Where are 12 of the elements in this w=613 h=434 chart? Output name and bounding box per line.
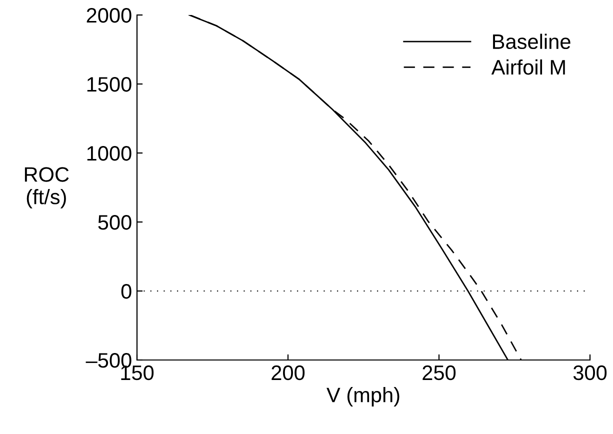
x-tick-label: 200 (272, 365, 305, 380)
y-tick-label: 2000 (86, 8, 132, 23)
x-tick-label: 250 (422, 365, 456, 380)
y-tick-label: 1000 (87, 146, 132, 161)
x-tick-label: 300 (573, 365, 607, 380)
y-axis-title: ROC (ft/s) (24, 167, 69, 208)
y-tick-label: 500 (98, 215, 132, 230)
y-tick-label: 0 (121, 284, 132, 299)
x-axis-title: V (mph) (326, 387, 400, 406)
legend-label: Airfoil M (491, 59, 565, 75)
legend-label: Baseline (493, 34, 570, 50)
y-tick-label: 1500 (87, 77, 132, 92)
